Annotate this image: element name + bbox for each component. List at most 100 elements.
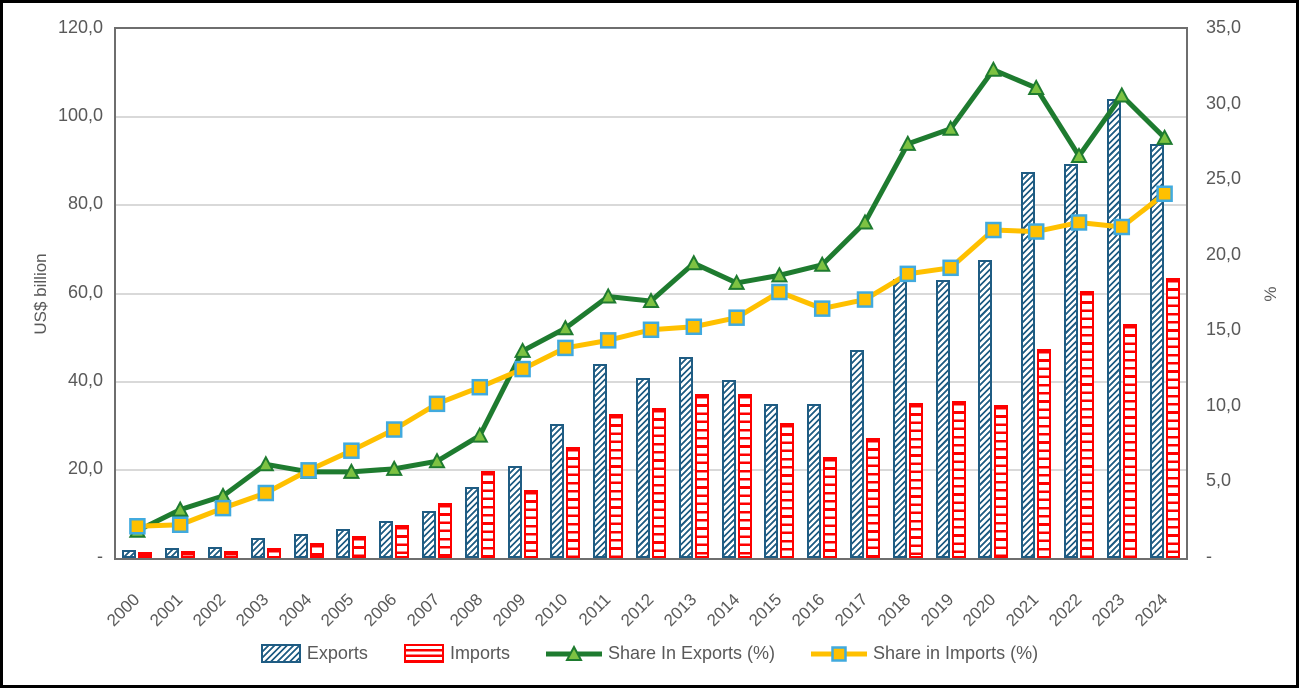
exports-swatch-icon (260, 644, 301, 663)
share-in-exports-marker-2007 (428, 452, 446, 469)
bar-exports-2008 (464, 486, 479, 558)
bar-exports-2009 (507, 465, 522, 558)
bar-exports-2011 (593, 364, 608, 558)
share-in-exports-marker-2015 (770, 266, 789, 283)
legend-label-imports: Imports (449, 643, 510, 663)
share-in-imports-marker-2022 (1070, 214, 1088, 231)
legend-item-share-in-imports[interactable]: Share in Imports (%) (811, 643, 1038, 664)
right-tick-25: 25,0 (1206, 168, 1242, 189)
share-in-imports-marker-2005 (343, 442, 360, 459)
share-in-imports-marker-2009 (514, 360, 531, 378)
share-in-imports-marker-2024 (1156, 185, 1173, 202)
bar-exports-2024 (1149, 143, 1164, 558)
bar-imports-2019 (951, 401, 966, 558)
imports-swatch-icon (403, 644, 444, 663)
share-in-imports-marker-2006 (385, 421, 403, 438)
bar-imports-2016 (823, 456, 838, 558)
bar-imports-2000 (138, 551, 153, 558)
bar-exports-2021 (1021, 172, 1036, 558)
share-in-exports-marker-2023 (1113, 86, 1131, 103)
bar-imports-2003 (266, 548, 281, 558)
legend-item-exports[interactable]: Exports (260, 643, 368, 664)
gridline-80 (116, 204, 1186, 207)
legend-label-exports: Exports (306, 643, 368, 663)
share-in-imports-marker-2020 (985, 221, 1002, 239)
share-in-imports-marker-2001 (171, 516, 189, 533)
bar-imports-2023 (1122, 324, 1137, 558)
share-in-imports-marker-2015 (771, 283, 788, 301)
share-in-exports-marker-2022 (1070, 146, 1088, 163)
bar-imports-2021 (1037, 349, 1052, 558)
share-in-exports-marker-2016 (813, 255, 831, 272)
share-in-exports-marker-2011 (599, 287, 617, 304)
legend: Exports Imports Share In Exports (%) Sha… (3, 643, 1296, 664)
right-tick-15: 15,0 (1206, 319, 1242, 340)
bar-exports-2007 (422, 510, 436, 558)
bar-imports-2014 (737, 393, 752, 558)
share-in-exports-marker-2020 (984, 60, 1003, 77)
bar-imports-2013 (694, 394, 709, 558)
share-in-exports-marker-2014 (727, 273, 746, 290)
share-in-exports-marker-2008 (471, 426, 489, 443)
share-in-imports-marker-2013 (685, 318, 703, 336)
share-in-exports-marker-2003 (257, 455, 275, 472)
left-tick-80: 80,0 (67, 193, 103, 214)
bar-imports-2005 (352, 535, 367, 558)
left-tick-20: 20,0 (67, 457, 103, 478)
bar-exports-2023 (1106, 99, 1121, 558)
bar-exports-2002 (208, 546, 222, 558)
bar-exports-2020 (978, 259, 993, 558)
bar-exports-2018 (892, 278, 907, 558)
legend-label-share-in-imports: Share in Imports (%) (873, 643, 1039, 663)
bar-imports-2006 (395, 525, 410, 558)
bar-imports-2018 (908, 403, 923, 558)
bar-imports-2020 (994, 405, 1009, 558)
share-in-exports-marker-2009 (513, 341, 532, 358)
share-in-exports-marker-2005 (342, 462, 361, 479)
share-in-imports-marker-2014 (728, 309, 745, 326)
bar-exports-2012 (636, 377, 650, 558)
bar-exports-2015 (764, 403, 779, 558)
left-tick-40: 40,0 (67, 369, 103, 390)
share-in-imports-line-icon (811, 645, 868, 662)
right-tick-20: 20,0 (1206, 243, 1242, 264)
share-in-imports-marker-2000 (129, 518, 146, 535)
bar-exports-2006 (379, 521, 394, 558)
bar-exports-2013 (678, 356, 693, 558)
bar-exports-2017 (850, 350, 864, 558)
bar-exports-2000 (122, 550, 137, 558)
bar-imports-2007 (438, 502, 452, 558)
share-in-exports-marker-2018 (899, 134, 917, 151)
bar-exports-2010 (550, 423, 565, 558)
share-in-imports-marker-2021 (1027, 223, 1045, 240)
plot-area (114, 27, 1188, 560)
bar-imports-2009 (523, 489, 538, 558)
share-in-exports-marker-2024 (1155, 128, 1174, 145)
legend-item-imports[interactable]: Imports (403, 643, 510, 664)
legend-item-share-in-exports[interactable]: Share In Exports (%) (545, 643, 775, 664)
share-in-imports-marker-2019 (942, 259, 959, 277)
share-in-imports-marker-2018 (899, 265, 917, 283)
bar-exports-2004 (293, 534, 308, 558)
share-in-exports-marker-2017 (856, 213, 874, 230)
share-in-imports-marker-2012 (642, 321, 660, 339)
bar-exports-2005 (336, 528, 351, 558)
bar-imports-2015 (780, 423, 795, 558)
share-in-exports-marker-2006 (385, 459, 403, 476)
gridline-100 (116, 116, 1186, 119)
share-in-imports-line (137, 191, 1167, 529)
share-in-exports-marker-2019 (941, 119, 960, 136)
bar-imports-2008 (480, 471, 495, 558)
share-in-imports-marker-2023 (1113, 218, 1131, 236)
share-in-exports-line-icon (545, 644, 602, 661)
right-tick-10: 10,0 (1206, 394, 1242, 415)
share-in-exports-marker-2010 (556, 319, 575, 336)
bar-imports-2001 (181, 550, 196, 558)
left-tick-100: 100,0 (57, 105, 103, 126)
bar-imports-2022 (1080, 291, 1094, 558)
left-tick-120: 120,0 (57, 17, 103, 37)
bar-exports-2022 (1064, 164, 1078, 558)
right-tick-30: 30,0 (1206, 92, 1242, 113)
bar-exports-2019 (935, 280, 950, 558)
